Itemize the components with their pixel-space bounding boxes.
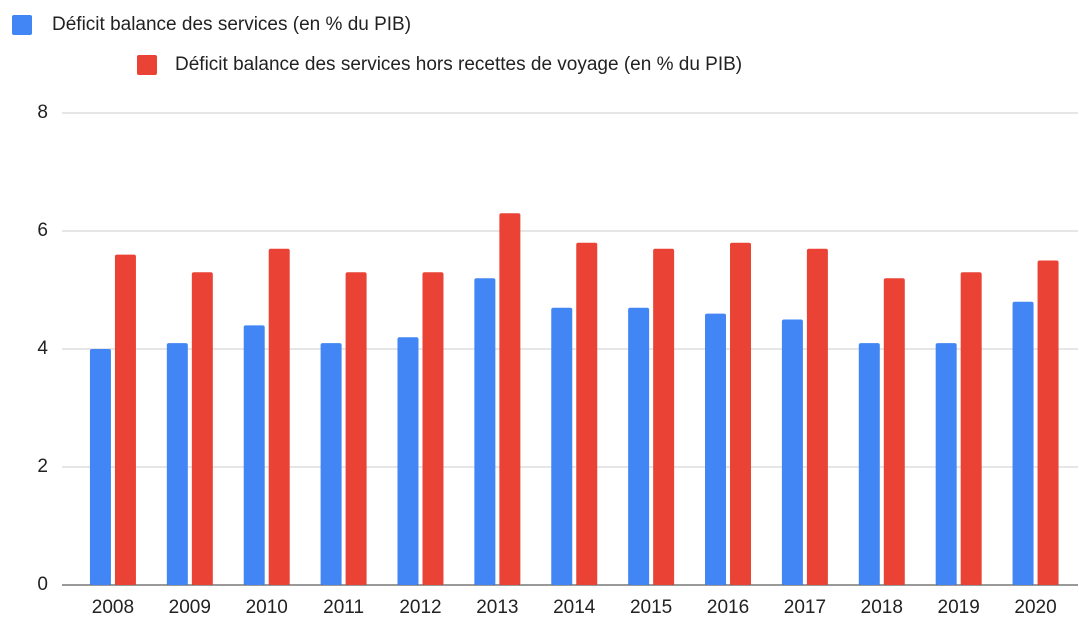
bar: [1012, 301, 1034, 585]
legend-label: Déficit balance des services hors recett…: [175, 54, 742, 75]
bar: [960, 272, 982, 585]
x-tick-label: 2010: [246, 597, 288, 618]
bar: [935, 343, 957, 585]
bar: [345, 272, 367, 585]
bar: [499, 213, 521, 586]
x-tick-label: 2014: [553, 597, 596, 618]
bar: [422, 272, 444, 585]
bar: [551, 307, 573, 585]
bar: [806, 248, 828, 585]
bar: [243, 325, 265, 585]
x-tick-label: 2011: [323, 597, 364, 618]
x-tick-label: 2017: [784, 597, 826, 618]
bar: [268, 248, 290, 585]
legend-swatch: [137, 55, 157, 75]
x-tick-label: 2015: [630, 597, 672, 618]
bar: [730, 242, 752, 586]
bar: [397, 337, 419, 585]
y-tick-label: 2: [37, 456, 48, 477]
bar: [705, 313, 727, 585]
x-tick-label: 2016: [707, 597, 749, 618]
bar: [628, 307, 650, 585]
bar: [474, 278, 496, 585]
x-tick-label: 2018: [861, 597, 903, 618]
bar: [320, 343, 342, 585]
x-tick-label: 2019: [938, 597, 980, 618]
y-tick-label: 8: [37, 102, 48, 123]
bar: [883, 278, 905, 585]
y-tick-label: 4: [37, 338, 48, 359]
bar: [653, 248, 675, 585]
bar: [1037, 260, 1059, 585]
legend-label: Déficit balance des services (en % du PI…: [52, 14, 411, 35]
bar: [858, 343, 880, 585]
bar: [114, 254, 136, 585]
x-tick-label: 2012: [399, 597, 441, 618]
x-tick-label: 2013: [476, 597, 518, 618]
y-tick-label: 0: [37, 574, 48, 595]
legend-swatch: [12, 15, 32, 35]
x-tick-label: 2009: [169, 597, 211, 618]
bar: [191, 272, 213, 585]
bar: [89, 349, 111, 585]
x-tick-label: 2020: [1014, 597, 1056, 618]
x-tick-label: 2008: [92, 597, 134, 618]
bar: [781, 319, 803, 585]
bar: [576, 242, 598, 586]
y-tick-label: 6: [37, 220, 48, 241]
bar: [166, 343, 188, 585]
